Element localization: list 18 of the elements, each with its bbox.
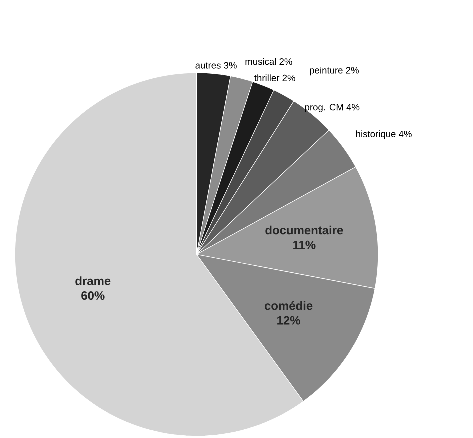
data-label: 3% xyxy=(224,62,237,69)
data-label: 4% xyxy=(398,130,412,138)
slice-label: comédie xyxy=(264,301,313,310)
slice-label: autres xyxy=(196,62,221,69)
slice-label: peinture xyxy=(310,66,343,76)
data-label: 2% xyxy=(280,58,292,66)
data-label: 2% xyxy=(346,67,359,74)
data-label: 12% xyxy=(278,316,300,325)
slice-label: documentaire xyxy=(266,226,344,235)
slice-label: thriller xyxy=(254,74,280,82)
slice-label: prog. CM xyxy=(305,104,344,112)
slice-label: drame xyxy=(76,276,111,286)
data-label: 11% xyxy=(294,240,316,250)
data-label: 2% xyxy=(282,74,296,82)
data-label: 4% xyxy=(346,104,360,111)
slice-label: musical xyxy=(246,58,276,66)
data-label: 60% xyxy=(82,291,105,300)
slice-label: historique xyxy=(356,130,396,140)
